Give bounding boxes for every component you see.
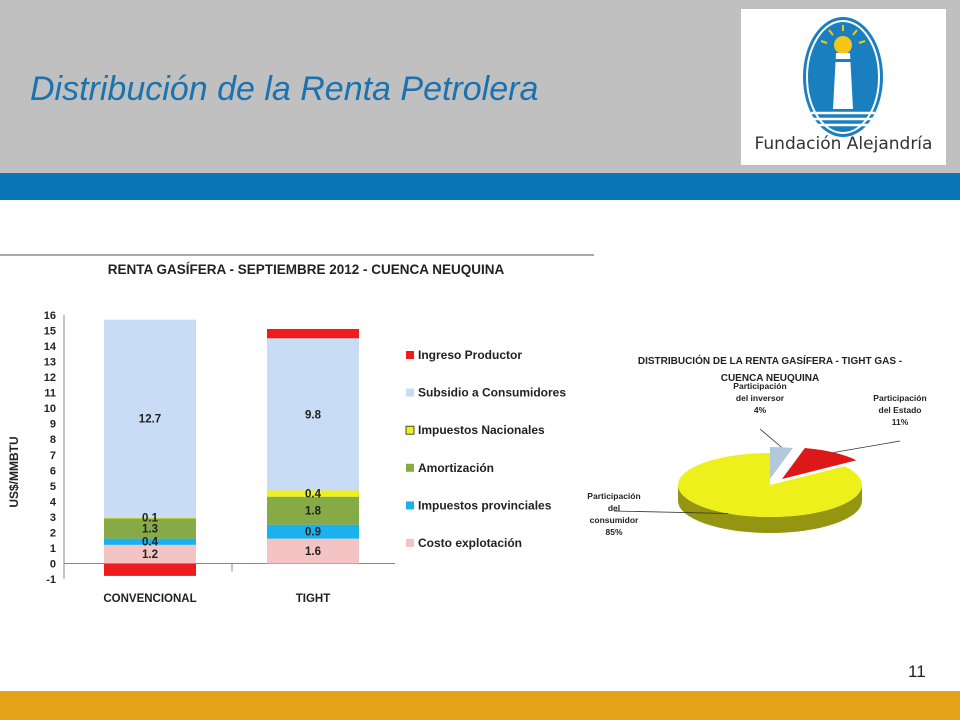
y-tick-label: 14 [44,341,57,353]
pie-slice-label: del [608,503,620,513]
y-axis-label: US$/MMBTU [7,436,21,507]
pie-slice [678,453,862,517]
bar-segment [267,524,359,539]
pie-title-line: CUENCA NEUQUINA [721,373,820,384]
y-tick-label: 8 [50,434,56,446]
pie-chart: DISTRIBUCIÓN DE LA RENTA GASÍFERA - TIGH… [587,354,926,537]
y-tick-label: -1 [46,574,56,586]
data-label: 1.8 [305,506,322,518]
y-tick-label: 15 [44,326,56,338]
bar-segment [267,338,359,491]
legend-swatch [405,425,415,435]
y-tick-label: 10 [44,403,56,415]
data-label: 1.3 [142,524,158,536]
bar-segment [267,328,359,339]
y-tick-label: 1 [50,543,56,555]
y-tick-label: 11 [44,388,56,400]
legend-swatch [406,388,414,397]
y-tick-label: 0 [50,558,56,570]
y-tick-label: 2 [50,527,56,539]
legend-label: Ingreso Productor [418,348,522,362]
footer-bar [0,691,960,720]
data-label: 12.7 [139,413,161,425]
pie-leader-line [833,440,901,453]
y-tick-label: 12 [44,372,56,384]
y-tick-label: 16 [44,310,56,322]
data-label: 1.6 [305,546,321,558]
bar-segment [267,538,359,564]
bar-segment [104,319,196,517]
bar-segment [104,518,196,539]
pie-leader-line [613,510,729,514]
blue-band [0,173,960,200]
y-tick-label: 4 [50,496,57,508]
legend-swatch [406,463,414,472]
data-label: 0.1 [142,513,159,525]
pie-slice [770,447,793,479]
lighthouse-logo-icon [803,17,883,137]
pie-slice-side [678,485,862,533]
legend-label: Impuestos Nacionales [418,423,545,437]
bar-segment [104,544,196,564]
y-tick-label: 9 [50,419,56,431]
legend-swatch [406,351,414,359]
pie-slice-label: del inversor [736,393,785,403]
pie-slice [782,448,857,479]
category-label: TIGHT [296,593,331,605]
data-label: 9.8 [305,409,322,421]
logo: Fundación Alejandría [741,9,946,165]
y-tick-label: 6 [50,465,56,477]
pie-slice-label: Participación [587,491,640,501]
pie-slice-label: Participación [733,381,786,391]
y-tick-label: 7 [50,450,56,462]
category-label: CONVENCIONAL [103,593,196,605]
legend-label: Amortización [418,461,494,475]
bar-segment [104,538,196,545]
y-tick-label: 5 [50,481,56,493]
pie-leader-line [759,428,782,448]
legend-label: Impuestos provinciales [418,498,552,512]
logo-text: Fundación Alejandría [754,134,933,154]
legend-swatch [406,539,414,547]
chart-title: RENTA GASÍFERA - SEPTIEMBRE 2012 - CUENC… [108,262,505,277]
page-number: 11 [908,662,926,681]
bar-chart: RENTA GASÍFERA - SEPTIEMBRE 2012 - CUENC… [0,254,594,605]
pie-slice-label: Participación [873,393,926,403]
bar-segment [104,516,196,519]
data-label: 0.4 [305,489,322,501]
pie-slice-label: consumidor [590,515,639,525]
slide-title: Distribución de la Renta Petrolera [30,70,539,108]
legend-label: Costo explotación [418,536,522,550]
legend-swatch [406,501,414,510]
data-label: 0.9 [305,527,321,539]
y-tick-label: 3 [50,512,56,524]
pie-slice-label: del Estado [879,405,922,415]
pie-slice-label: 85% [605,527,622,537]
data-label: 1.2 [142,549,158,561]
bar-segment [267,490,359,497]
y-tick-label: 13 [44,357,56,369]
pie-slice-label: 4% [754,405,767,415]
data-label: 0.4 [142,537,159,549]
bar-segment [267,496,359,525]
bar-segment [104,563,196,576]
pie-slice-label: 11% [892,417,909,427]
legend-label: Subsidio a Consumidores [418,386,566,400]
pie-title-line: DISTRIBUCIÓN DE LA RENTA GASÍFERA - TIGH… [638,354,902,367]
